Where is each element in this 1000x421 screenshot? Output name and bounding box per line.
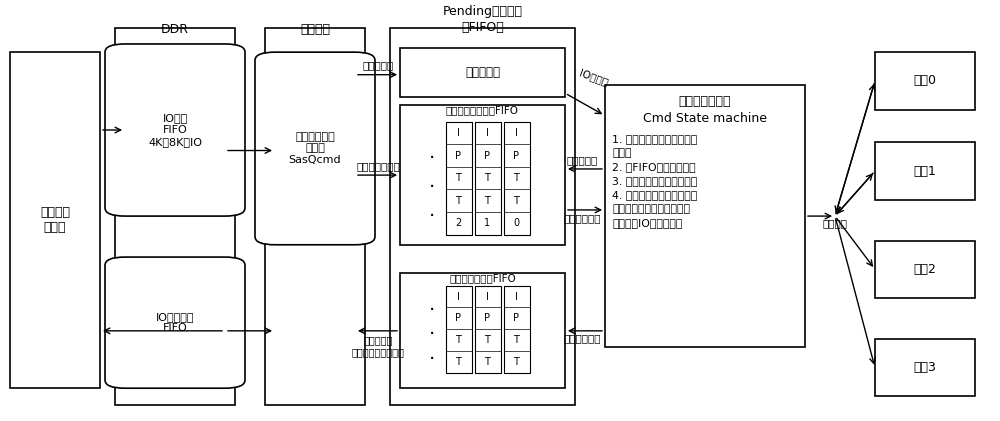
FancyBboxPatch shape (390, 27, 575, 405)
Text: 通道3: 通道3 (914, 361, 936, 374)
Text: 2: 2 (455, 218, 461, 228)
Text: T: T (484, 335, 490, 345)
Text: I: I (515, 128, 517, 138)
Text: ·: · (429, 149, 435, 168)
Text: T: T (455, 357, 461, 367)
Text: 命令执行状态机
Cmd State machine: 命令执行状态机 Cmd State machine (643, 95, 767, 125)
Text: P: P (484, 313, 490, 323)
Text: 提交待执行命令: 提交待执行命令 (356, 161, 400, 171)
Text: P: P (455, 151, 461, 161)
Text: 取命令执行: 取命令执行 (566, 155, 598, 165)
Text: P: P (513, 313, 519, 323)
Text: ·: · (429, 207, 435, 226)
Text: I: I (457, 128, 459, 138)
Text: 驱动软件: 驱动软件 (300, 23, 330, 36)
Text: 1. 轮询通道状态，选择空闲
通道；
2. 从FIFO中取出命令；
3. 派发命令到该空闲通道。
4. 某个通道收到指令返回数
据，根据返回数据类型决定
是否将: 1. 轮询通道状态，选择空闲 通道； 2. 从FIFO中取出命令； 3. 派发命… (612, 134, 697, 228)
Text: 1: 1 (484, 218, 490, 228)
FancyBboxPatch shape (255, 52, 375, 245)
Text: ·: · (429, 301, 435, 320)
FancyBboxPatch shape (605, 85, 805, 347)
Text: T: T (513, 196, 519, 206)
Bar (446, 286, 472, 373)
Text: 取回结果，
进行入结果处理流程: 取回结果， 进行入结果处理流程 (352, 335, 404, 357)
Bar (446, 122, 472, 234)
Text: T: T (513, 173, 519, 183)
FancyBboxPatch shape (875, 52, 975, 109)
FancyBboxPatch shape (875, 339, 975, 397)
Text: I: I (457, 292, 459, 301)
Text: 通道0: 通道0 (914, 75, 936, 87)
Text: IO上下文: IO上下文 (578, 67, 610, 87)
Text: 通道轮询: 通道轮询 (822, 218, 848, 228)
Text: T: T (513, 357, 519, 367)
FancyBboxPatch shape (400, 48, 565, 97)
Text: 通道1: 通道1 (914, 165, 936, 178)
Text: T: T (455, 335, 461, 345)
Text: I: I (486, 128, 488, 138)
Text: ·: · (429, 178, 435, 197)
Text: DDR: DDR (161, 23, 189, 36)
Text: 等待执行的命令的FIFO: 等待执行的命令的FIFO (446, 105, 519, 115)
FancyBboxPatch shape (875, 241, 975, 298)
Text: 构造命令字: 构造命令字 (362, 61, 394, 71)
FancyBboxPatch shape (875, 142, 975, 200)
Text: T: T (484, 357, 490, 367)
Text: IO完成状态
FIFO: IO完成状态 FIFO (156, 312, 194, 333)
Text: I: I (486, 292, 488, 301)
Text: 命令控制字: 命令控制字 (465, 66, 500, 79)
FancyBboxPatch shape (105, 44, 245, 216)
Text: ·: · (429, 325, 435, 344)
Text: P: P (513, 151, 519, 161)
Text: P: P (484, 151, 490, 161)
Text: T: T (484, 173, 490, 183)
Bar (475, 286, 501, 373)
Bar (475, 122, 501, 234)
FancyBboxPatch shape (105, 257, 245, 388)
FancyBboxPatch shape (115, 27, 235, 405)
Text: T: T (513, 335, 519, 345)
Text: 返回命令结果: 返回命令结果 (563, 333, 601, 343)
Text: T: T (484, 196, 490, 206)
FancyBboxPatch shape (265, 27, 365, 405)
FancyBboxPatch shape (400, 274, 565, 388)
FancyBboxPatch shape (400, 105, 565, 245)
Text: 通道2: 通道2 (914, 263, 936, 276)
Text: P: P (455, 313, 461, 323)
Text: 主机应用
层软件: 主机应用 层软件 (40, 206, 70, 234)
Text: ·: · (429, 350, 435, 369)
Text: 命令重新入队: 命令重新入队 (563, 213, 601, 223)
Text: IO队列
FIFO
4K～8K条IO: IO队列 FIFO 4K～8K条IO (148, 113, 202, 147)
Text: I: I (515, 292, 517, 301)
Text: 执行完成命令的FIFO: 执行完成命令的FIFO (449, 274, 516, 283)
Text: 驱动下发命令
的接口
SasQcmd: 驱动下发命令 的接口 SasQcmd (289, 132, 341, 165)
Bar (504, 286, 530, 373)
Text: Pending命令队列
（FIFO）: Pending命令队列 （FIFO） (442, 5, 522, 34)
Text: 0: 0 (513, 218, 519, 228)
Bar (504, 122, 530, 234)
Text: T: T (455, 173, 461, 183)
Text: T: T (455, 196, 461, 206)
FancyBboxPatch shape (10, 52, 100, 388)
